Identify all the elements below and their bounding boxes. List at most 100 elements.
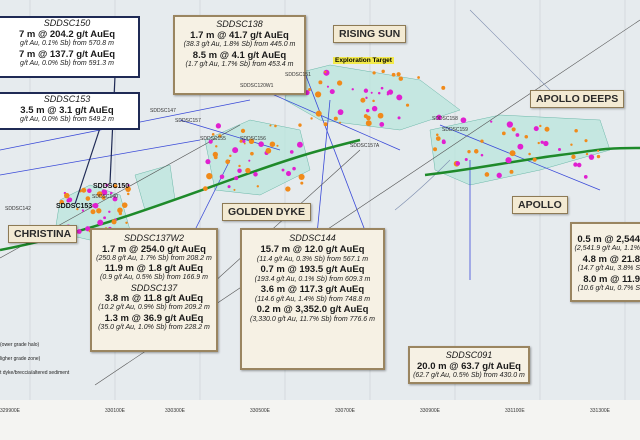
easting-label: 330300E (165, 408, 186, 414)
intercept-dot (574, 128, 578, 133)
intercept-dot (391, 72, 396, 77)
intercept-dot (248, 159, 251, 162)
intercept-dot (323, 69, 330, 76)
intercept-dot (543, 140, 549, 147)
intercept-detail: (10.6 g/t Au, 0.7% S (577, 284, 640, 292)
intercept-dot (256, 185, 260, 188)
intercept-dot (405, 103, 410, 107)
intercept: 7 m @ 204.2 g/t AuEq (18, 28, 116, 40)
intercept: 11.9 m @ 1.8 g/t AuEq (104, 263, 204, 275)
intercept-dot (298, 123, 302, 127)
drill-trace (189, 159, 231, 241)
intercept-detail: (38.3 g/t Au, 1.8% Sb) from 445.0 m (183, 41, 296, 49)
intercept-dot (576, 162, 582, 168)
intercept-dot (396, 72, 401, 77)
intercept-dot (206, 173, 213, 180)
intercept: 8.0 m @ 11.9 (583, 273, 640, 285)
easting-label: 330700E (335, 408, 356, 414)
callout: 0.5 m @ 2,544 (2,541.9 g/t Au, 1.1% 4.8 … (570, 222, 640, 302)
target-label: Exploration Target (333, 57, 394, 64)
intercept-dot (435, 136, 441, 141)
intercept-dot (533, 126, 539, 132)
legend-item: ligher grade zone) (0, 356, 41, 362)
intercept-dot (467, 149, 471, 154)
intercept-dot (103, 216, 107, 220)
easting-label: 331100E (505, 408, 525, 414)
intercept-dot (372, 99, 375, 103)
intercept: 7 m @ 137.7 g/t AuEq (18, 48, 116, 60)
intercept-dot (64, 192, 70, 199)
intercept: 0.5 m @ 2,544 (577, 234, 640, 245)
intercept-dot (370, 91, 373, 94)
hole-label: SDDSC157A (350, 143, 380, 149)
intercept-dot (315, 91, 322, 98)
intercept: 1.7 m @ 254.0 g/t AuEq (102, 243, 206, 255)
hole-id: SDDSC137 (130, 282, 178, 293)
intercept-dot (377, 91, 381, 95)
intercept-dot (92, 203, 97, 208)
intercept-dot (76, 208, 79, 211)
intercept-dot (329, 89, 335, 95)
intercept-dot (524, 134, 529, 139)
intercept-detail: (1.7 g/t Au, 1.7% Sb) from 453.4 m (185, 60, 294, 68)
intercept: 20.0 m @ 63.7 g/t AuEq (417, 360, 521, 372)
intercept-dot (506, 121, 513, 128)
intercept-dot (371, 105, 378, 112)
intercept-dot (544, 126, 550, 132)
pointer (74, 127, 101, 205)
intercept-dot (125, 221, 128, 225)
intercept-dot (85, 226, 91, 232)
deposit-label: RISING SUN (333, 25, 407, 43)
intercept-dot (363, 88, 369, 93)
intercept-dot (212, 151, 218, 158)
intercept-dot (597, 149, 600, 152)
intercept-dot (208, 139, 213, 144)
hole-label: SDDSC159 (442, 127, 468, 133)
intercept: 1.3 m @ 36.9 g/t AuEq (104, 312, 204, 324)
intercept: 3.8 m @ 11.8 g/t AuEq (104, 293, 204, 305)
intercept-dot (211, 133, 215, 136)
intercept-dot (59, 199, 65, 205)
intercept-dot (351, 88, 354, 91)
intercept-dot (296, 141, 303, 148)
intercept-dot (326, 85, 330, 88)
intercept-dot (588, 154, 595, 160)
intercept-dot (125, 186, 131, 192)
intercept-dot (464, 157, 468, 161)
intercept-dot (583, 175, 588, 179)
intercept-dot (397, 116, 401, 120)
intercept: 0.2 m @ 3,352.0 g/t AuEq (256, 304, 369, 316)
intercept-dot (517, 143, 524, 150)
intercept-dot (501, 131, 506, 136)
hole-label: SDDSC140 (92, 194, 118, 200)
intercept-dot (248, 138, 255, 145)
intercept-dot (111, 219, 117, 225)
intercept-dot (515, 133, 520, 137)
intercept-dot (417, 76, 420, 79)
intercept-dot (232, 147, 239, 154)
intercept-dot (386, 93, 390, 96)
intercept-dot (381, 69, 385, 74)
intercept-dot (308, 88, 312, 92)
intercept-dot (537, 141, 540, 145)
intercept-dot (117, 207, 123, 214)
intercept-dot (571, 154, 576, 160)
intercept-dot (292, 166, 296, 171)
intercept-dot (310, 117, 313, 120)
intercept-dot (240, 128, 246, 134)
intercept-dot (540, 140, 544, 144)
intercept-dot (298, 173, 305, 180)
hole-label: SDDSC153 (56, 203, 93, 210)
intercept-detail: (2,541.9 g/t Au, 1.1% (574, 245, 640, 253)
intercept-dot (227, 185, 231, 189)
hole-label: SDDSC147 (150, 108, 176, 114)
intercept: 3.5 m @ 3.1 g/t AuEq (20, 104, 114, 116)
intercept-dot (509, 150, 516, 157)
intercept-dot (243, 142, 246, 145)
intercept-dot (219, 174, 225, 179)
intercept-detail: (193.4 g/t Au, 0.1% Sb) from 609.3 m (254, 275, 371, 283)
intercept-dot (203, 186, 208, 191)
map-footer (0, 400, 640, 440)
intercept-dot (121, 202, 128, 208)
deposit-label: APOLLO (512, 196, 568, 214)
